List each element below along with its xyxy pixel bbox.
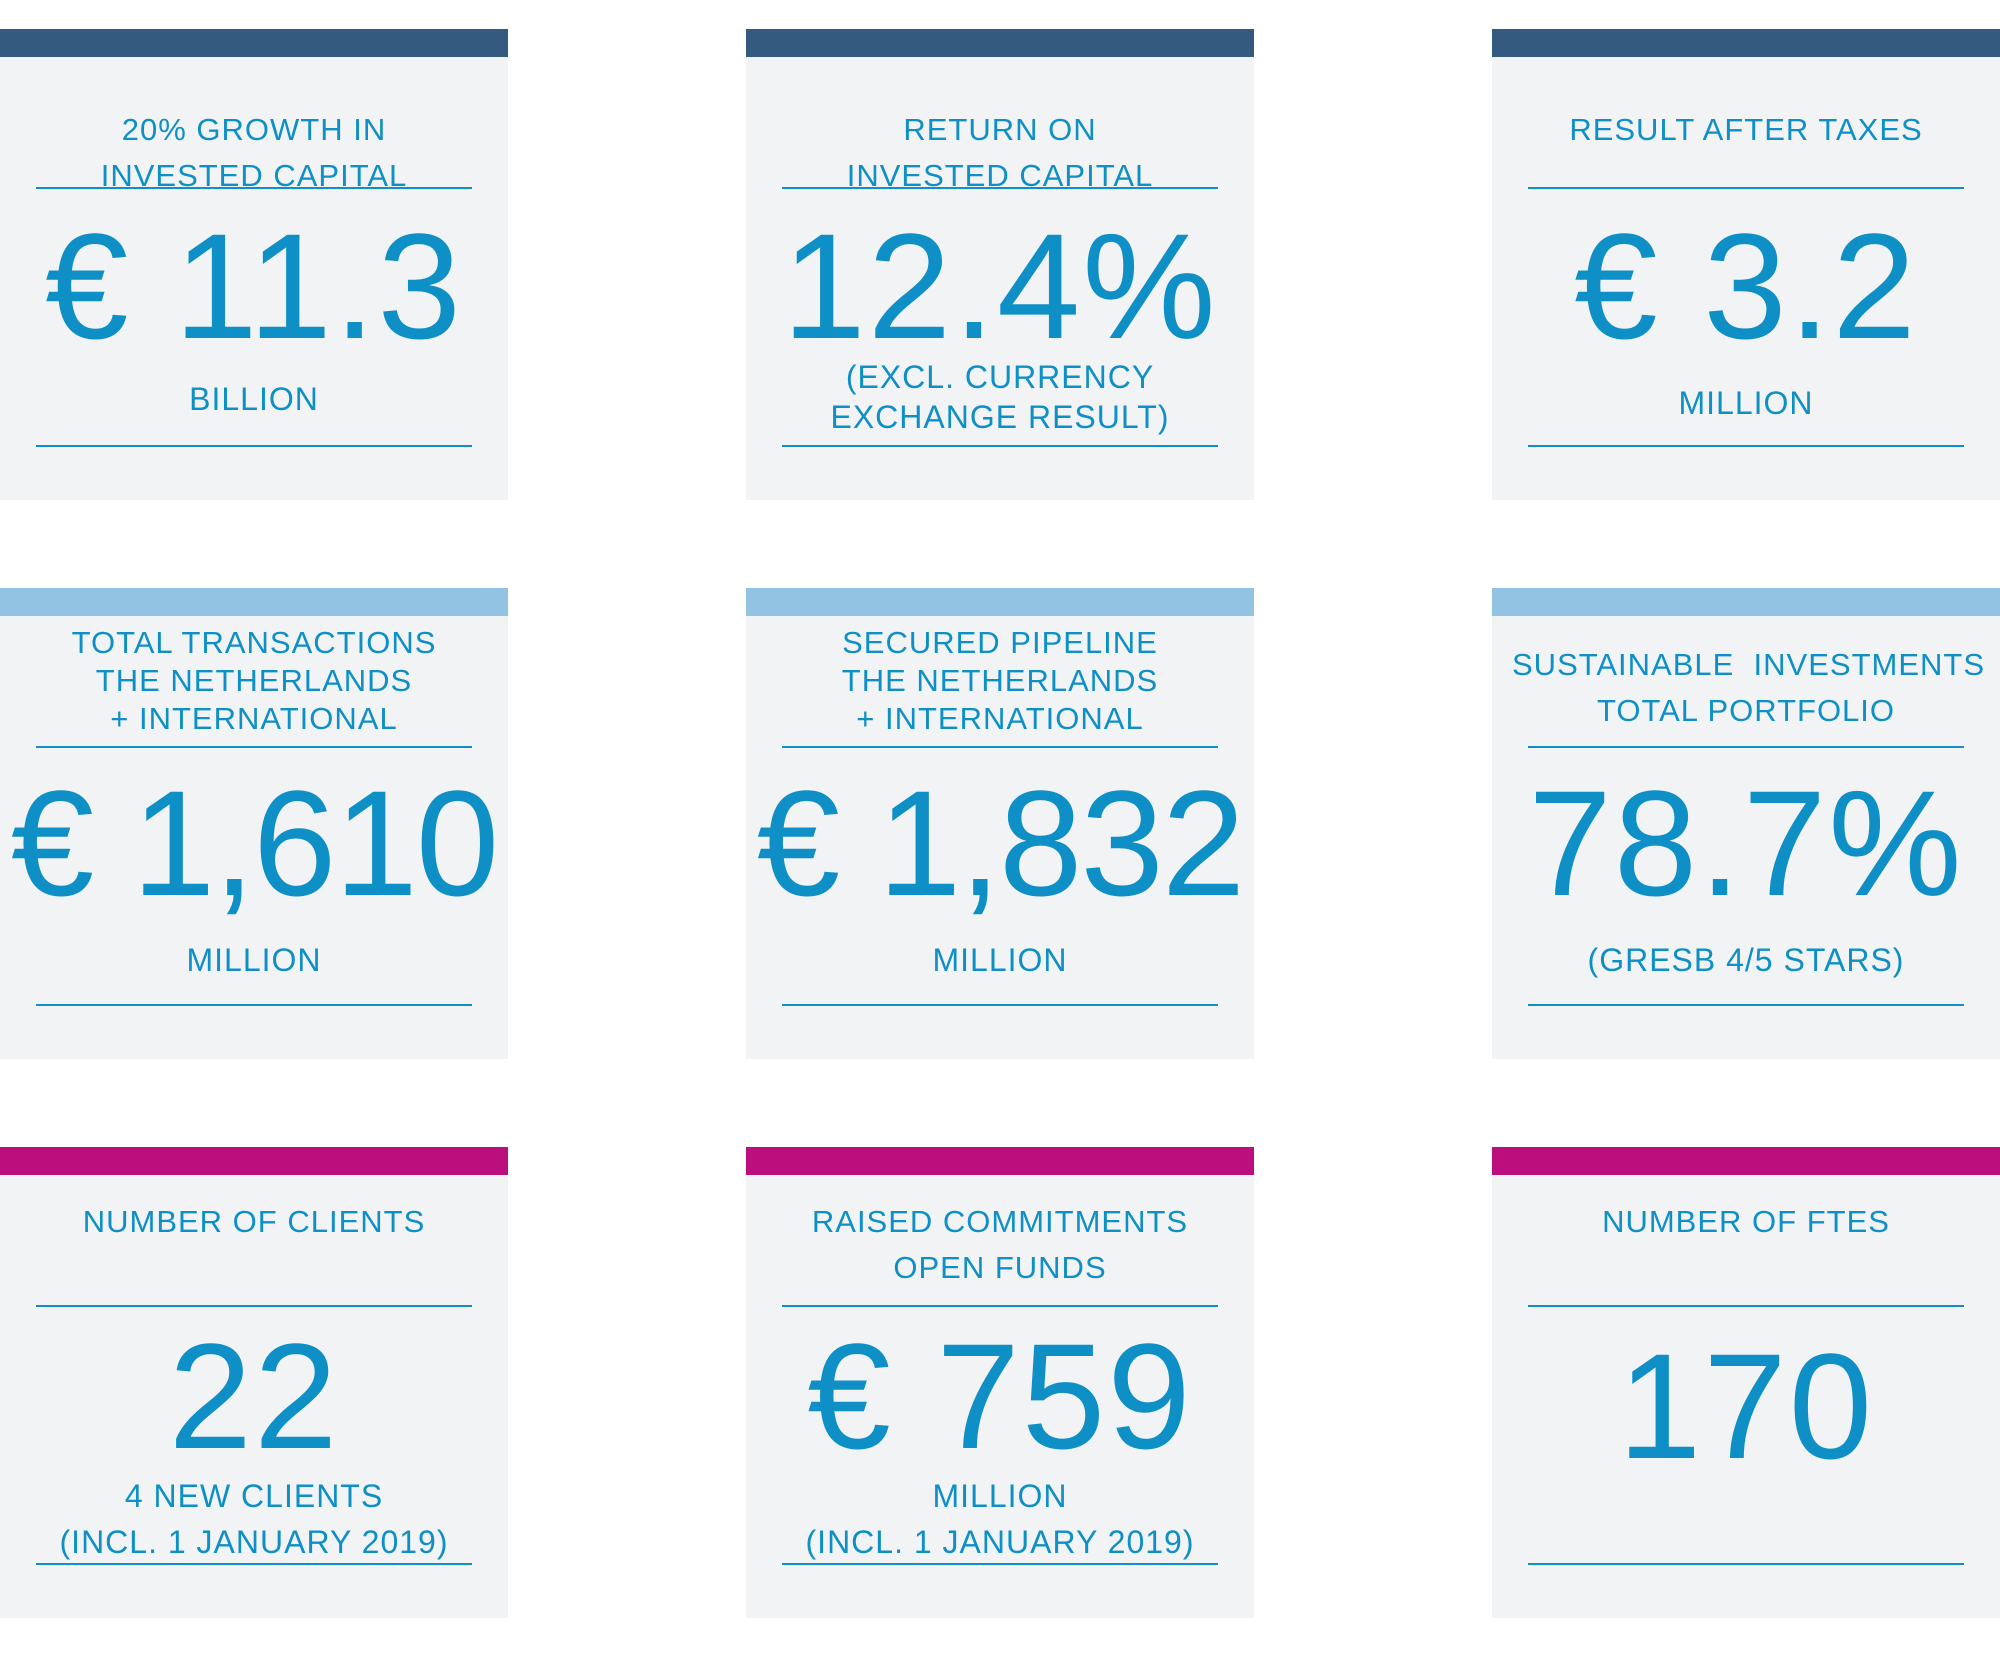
card-raised-commitments: RAISED COMMITMENTS OPEN FUNDS € 759 MILL… — [746, 1147, 1254, 1618]
card-secured-pipeline: SECURED PIPELINE THE NETHERLANDS + INTER… — [746, 588, 1254, 1059]
card-top-rule — [1528, 1305, 1964, 1307]
card-top-rule — [36, 746, 472, 748]
card-top-rule — [782, 187, 1218, 189]
card-title-line: INVESTED CAPITAL — [100, 158, 408, 193]
card-title-line: NUMBER OF CLIENTS — [82, 1204, 426, 1239]
card-caption: MILLION — [1512, 381, 1980, 425]
card-value: € 11.3 — [45, 202, 463, 370]
card-bottom-rule — [1528, 1563, 1964, 1565]
card-caption: MILLION — [20, 938, 488, 982]
card-caption-line: (INCL. 1 JANUARY 2019) — [59, 1524, 449, 1560]
card-title-line: RAISED COMMITMENTS — [811, 1204, 1189, 1239]
card-value: € 1,832 — [756, 759, 1245, 927]
card-number-of-ftes: NUMBER OF FTES 170 — [1492, 1147, 2000, 1618]
card-title: NUMBER OF FTES — [1528, 1199, 1964, 1245]
card-bottom-rule — [782, 445, 1218, 447]
card-caption: MILLION (INCL. 1 JANUARY 2019) — [766, 1473, 1234, 1565]
card-title-line: TOTAL TRANSACTIONS — [71, 625, 437, 660]
card-bottom-rule — [1528, 445, 1964, 447]
card-title: TOTAL TRANSACTIONS THE NETHERLANDS + INT… — [36, 624, 472, 738]
card-title-line: RETURN ON — [903, 112, 1097, 147]
card-bottom-rule — [782, 1004, 1218, 1006]
card-caption: MILLION — [766, 938, 1234, 982]
card-bottom-rule — [36, 1563, 472, 1565]
card-top-bar — [0, 1147, 508, 1175]
card-caption-line: BILLION — [189, 381, 319, 417]
card-caption-line: MILLION — [932, 942, 1068, 978]
card-bottom-rule — [1528, 1004, 1964, 1006]
card-caption-line: (INCL. 1 JANUARY 2019) — [805, 1524, 1195, 1560]
card-caption: (GRESB 4/5 STARS) — [1512, 938, 1980, 982]
card-value: 12.4% — [782, 202, 1218, 370]
card-caption-line: MILLION — [1678, 385, 1814, 421]
card-title-line: INVESTED CAPITAL — [846, 158, 1154, 193]
card-title-line: THE NETHERLANDS — [95, 663, 413, 698]
card-caption: 4 NEW CLIENTS (INCL. 1 JANUARY 2019) — [20, 1473, 488, 1565]
card-caption: (EXCL. CURRENCY EXCHANGE RESULT) — [766, 357, 1234, 437]
card-title: SUSTAINABLE INVESTMENTS TOTAL PORTFOLIO — [1512, 642, 1986, 734]
card-caption-line: (GRESB 4/5 STARS) — [1587, 942, 1905, 978]
card-number-of-clients: NUMBER OF CLIENTS 22 4 NEW CLIENTS (INCL… — [0, 1147, 508, 1618]
card-title: RAISED COMMITMENTS OPEN FUNDS — [782, 1199, 1218, 1291]
card-title: RETURN ON INVESTED CAPITAL — [782, 107, 1218, 199]
card-title: 20% GROWTH IN INVESTED CAPITAL — [36, 107, 472, 199]
card-title: NUMBER OF CLIENTS — [36, 1199, 472, 1245]
card-top-bar — [0, 29, 508, 57]
card-title-line: SECURED PIPELINE — [842, 625, 1158, 660]
card-title-line: THE NETHERLANDS — [841, 663, 1159, 698]
card-caption: BILLION — [20, 377, 488, 421]
card-value: € 759 — [807, 1312, 1193, 1480]
card-caption-line: MILLION — [932, 1478, 1068, 1514]
card-caption-line: MILLION — [186, 942, 322, 978]
card-title-line: TOTAL PORTFOLIO — [1596, 693, 1896, 728]
card-top-rule — [782, 1305, 1218, 1307]
card-value: 78.7% — [1528, 759, 1964, 927]
card-invested-capital: 20% GROWTH IN INVESTED CAPITAL € 11.3 BI… — [0, 29, 508, 500]
card-return-on-capital: RETURN ON INVESTED CAPITAL 12.4% (EXCL. … — [746, 29, 1254, 500]
card-title: SECURED PIPELINE THE NETHERLANDS + INTER… — [782, 624, 1218, 738]
card-title-line: SUSTAINABLE INVESTMENTS — [1512, 647, 1986, 682]
card-bottom-rule — [36, 1004, 472, 1006]
card-value: 22 — [168, 1312, 340, 1480]
card-top-bar — [1492, 588, 2000, 616]
card-title: RESULT AFTER TAXES — [1528, 107, 1964, 153]
card-sustainable-investments: SUSTAINABLE INVESTMENTS TOTAL PORTFOLIO … — [1492, 588, 2000, 1059]
card-top-bar — [1492, 1147, 2000, 1175]
card-total-transactions: TOTAL TRANSACTIONS THE NETHERLANDS + INT… — [0, 588, 508, 1059]
card-caption-line: 4 NEW CLIENTS — [124, 1478, 384, 1514]
card-top-rule — [36, 187, 472, 189]
card-title-line: OPEN FUNDS — [893, 1250, 1107, 1285]
card-top-rule — [1528, 187, 1964, 189]
card-value: € 3.2 — [1574, 202, 1918, 370]
card-top-bar — [746, 588, 1254, 616]
card-title-line: RESULT AFTER TAXES — [1569, 112, 1923, 147]
card-title-line: NUMBER OF FTES — [1602, 1204, 1890, 1239]
card-top-bar — [1492, 29, 2000, 57]
card-result-after-taxes: RESULT AFTER TAXES € 3.2 MILLION — [1492, 29, 2000, 500]
card-caption-line: (EXCL. CURRENCY — [845, 359, 1155, 395]
card-bottom-rule — [782, 1563, 1218, 1565]
card-bottom-rule — [36, 445, 472, 447]
card-title-line: + INTERNATIONAL — [856, 701, 1144, 736]
card-top-bar — [746, 1147, 1254, 1175]
card-top-bar — [0, 588, 508, 616]
card-value: € 1,610 — [10, 759, 499, 927]
card-title-line: 20% GROWTH IN — [121, 112, 387, 147]
card-top-rule — [1528, 746, 1964, 748]
card-title-line: + INTERNATIONAL — [110, 701, 398, 736]
card-top-bar — [746, 29, 1254, 57]
card-top-rule — [782, 746, 1218, 748]
card-value: 170 — [1617, 1322, 1875, 1490]
card-caption-line: EXCHANGE RESULT) — [830, 399, 1170, 435]
card-top-rule — [36, 1305, 472, 1307]
